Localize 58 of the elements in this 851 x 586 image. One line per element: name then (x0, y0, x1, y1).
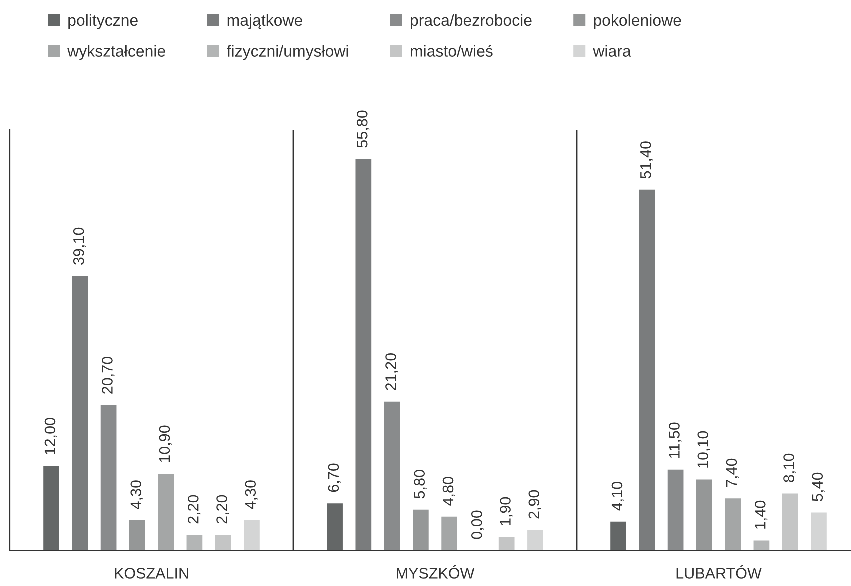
data-label: 55,80 (356, 110, 370, 148)
bar (696, 480, 712, 551)
legend-label: pokoleniowe (594, 14, 682, 30)
data-label: 51,40 (640, 142, 654, 179)
x-tick-label: MYSZKÓW (397, 565, 475, 579)
bar (413, 510, 429, 551)
data-label: 7,40 (726, 458, 739, 488)
legend-label: miasto/wieś (411, 45, 493, 57)
bar (639, 190, 656, 551)
data-label: 2,20 (188, 495, 201, 524)
data-label: 5,80 (414, 470, 427, 499)
data-label: 10,10 (698, 431, 710, 468)
legend-label: wykształcenie (68, 45, 166, 60)
legend-label: polityczne (68, 14, 138, 30)
bar (244, 520, 260, 551)
data-label: 2,90 (528, 490, 542, 519)
bar (327, 504, 343, 551)
data-label: 21,20 (386, 354, 398, 390)
legend-label: fizyczni/umysłowi (227, 45, 348, 60)
data-label: 2,20 (216, 495, 230, 524)
bar (782, 494, 798, 551)
bar (158, 474, 174, 551)
bar (498, 537, 515, 551)
bar (442, 516, 458, 551)
x-tick-label: KOSZALIN (115, 568, 188, 579)
data-label: 5,40 (812, 472, 825, 502)
data-label: 1,40 (754, 500, 768, 529)
bar (130, 520, 146, 551)
data-label: 6,70 (328, 464, 341, 492)
bar (356, 159, 372, 551)
x-tick-label: LUBARTÓW (676, 565, 762, 579)
data-label: 8,10 (784, 454, 796, 482)
bar (215, 535, 232, 551)
data-label: 1,90 (500, 497, 513, 526)
data-label: 12,00 (44, 418, 58, 455)
legend-label: praca/bezrobocie (411, 14, 532, 30)
bar (811, 512, 827, 551)
bar (668, 470, 684, 551)
data-label: 39,10 (73, 228, 86, 265)
bar (384, 402, 400, 551)
legend-label: majątkowe (228, 14, 302, 30)
bar (610, 522, 626, 551)
data-label: 10,90 (159, 426, 172, 462)
legend-label: wiara (593, 45, 632, 57)
bar (100, 405, 117, 551)
bar (186, 535, 203, 551)
data-label: 4,30 (245, 480, 258, 510)
bar (725, 498, 741, 551)
data-label: 0,00 (471, 510, 484, 540)
bar (44, 466, 60, 551)
data-label: 20,70 (102, 357, 115, 394)
bar (754, 540, 770, 551)
data-label: 4,80 (442, 477, 456, 506)
data-label: 11,50 (669, 422, 682, 458)
data-label: 4,30 (130, 480, 144, 510)
bar (528, 530, 544, 551)
bar (72, 276, 88, 551)
data-label: 4,10 (612, 482, 624, 511)
